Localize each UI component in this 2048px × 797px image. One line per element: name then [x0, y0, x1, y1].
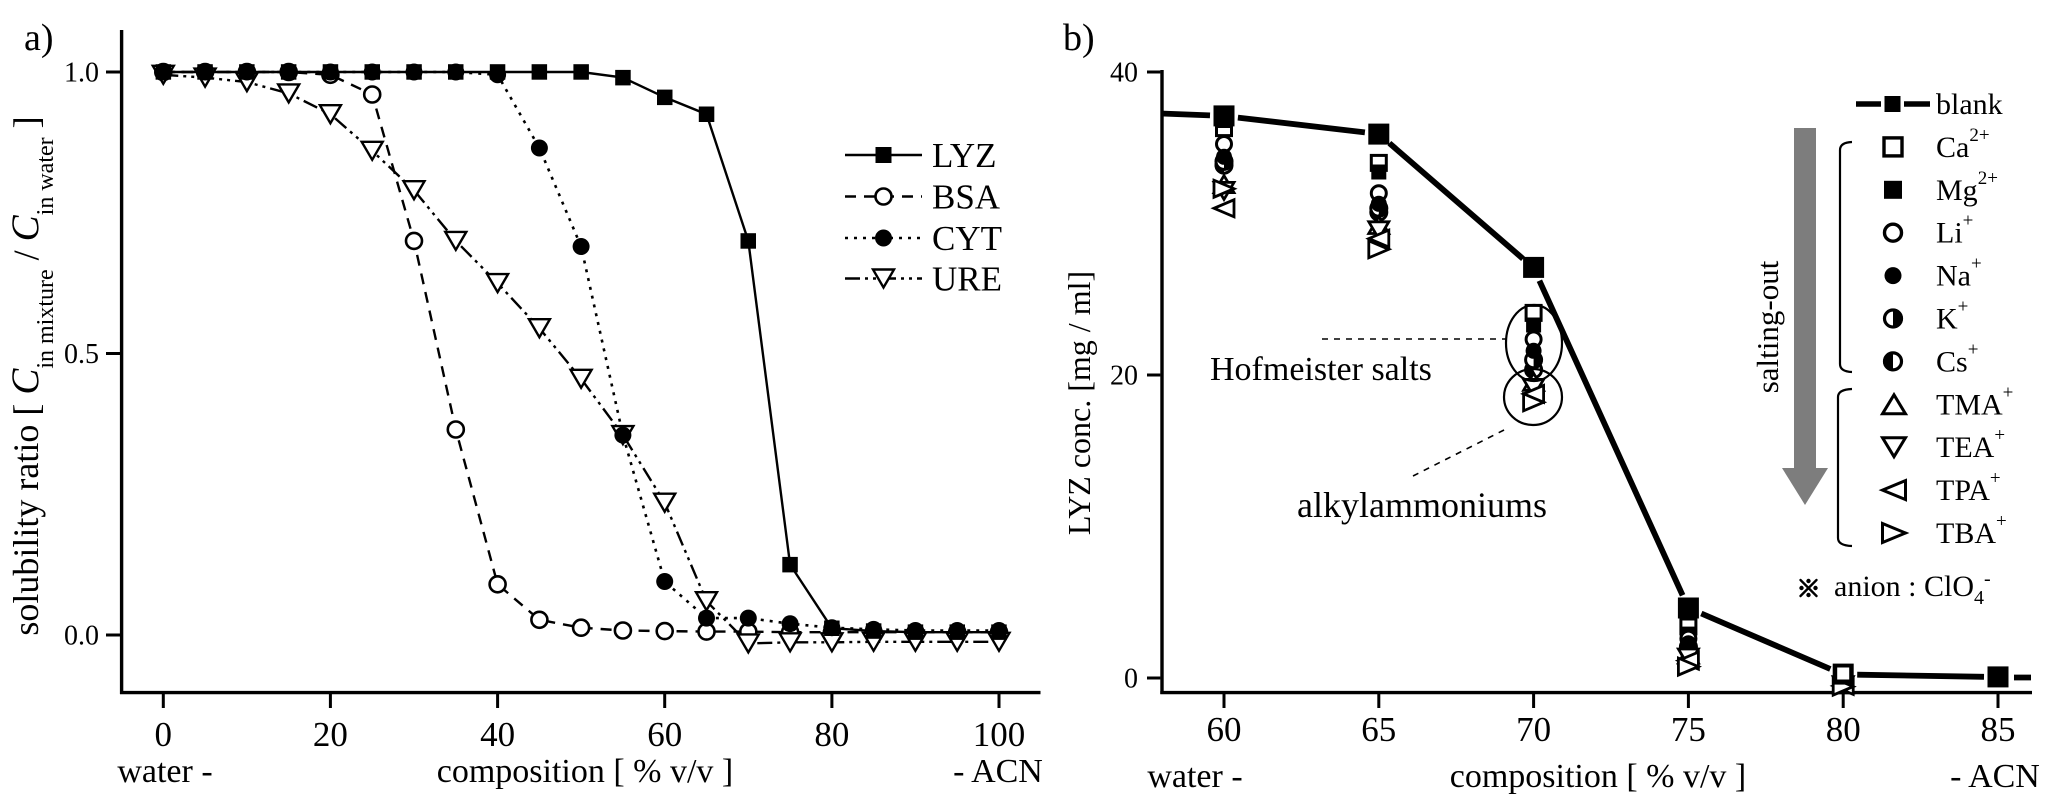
svg-text:solubility ratio [ Cin mixture: solubility ratio [ Cin mixture / Cin wat… — [4, 116, 59, 635]
svg-text:LYZ: LYZ — [932, 136, 997, 175]
svg-text:b): b) — [1063, 17, 1095, 59]
svg-text:40: 40 — [480, 715, 515, 754]
svg-text:salting-out: salting-out — [1750, 260, 1785, 393]
svg-text:anion : ClO4-: anion : ClO4- — [1834, 568, 1991, 609]
svg-text:20: 20 — [313, 715, 348, 754]
svg-text:BSA: BSA — [932, 178, 1001, 217]
svg-text:CYT: CYT — [932, 219, 1002, 258]
svg-text:TBA+: TBA+ — [1936, 511, 2007, 550]
svg-text:Hofmeister salts: Hofmeister salts — [1210, 351, 1432, 388]
svg-text:0: 0 — [155, 715, 173, 754]
svg-text:a): a) — [24, 17, 54, 59]
svg-text:alkylammoniums: alkylammoniums — [1297, 485, 1547, 525]
svg-text:- ACN: - ACN — [1950, 758, 2040, 795]
svg-text:80: 80 — [814, 715, 849, 754]
svg-text:75: 75 — [1671, 710, 1706, 749]
svg-text:40: 40 — [1110, 58, 1138, 89]
svg-text:65: 65 — [1361, 710, 1396, 749]
svg-text:- ACN: - ACN — [953, 753, 1043, 790]
svg-text:TEA+: TEA+ — [1936, 425, 2005, 464]
svg-text:100: 100 — [973, 715, 1026, 754]
svg-text:blank: blank — [1936, 88, 2003, 121]
svg-text:Mg2+: Mg2+ — [1936, 168, 1998, 207]
svg-text:TMA+: TMA+ — [1936, 382, 2013, 421]
svg-text:water -: water - — [117, 753, 212, 790]
svg-text:60: 60 — [1207, 710, 1242, 749]
svg-text:K+: K+ — [1936, 297, 1968, 336]
svg-text:URE: URE — [932, 260, 1002, 299]
svg-text:LYZ conc. [mg / ml]: LYZ conc. [mg / ml] — [1061, 271, 1097, 535]
svg-text:0.0: 0.0 — [64, 621, 99, 652]
svg-text:TPA+: TPA+ — [1936, 468, 2001, 507]
svg-text:0.5: 0.5 — [64, 339, 99, 370]
svg-text:85: 85 — [1981, 710, 2016, 749]
svg-text:composition [ % v/v ]: composition [ % v/v ] — [437, 753, 734, 790]
svg-text:80: 80 — [1826, 710, 1861, 749]
svg-text:composition [ % v/v ]: composition [ % v/v ] — [1450, 758, 1747, 795]
svg-text:20: 20 — [1110, 361, 1138, 392]
svg-text:0: 0 — [1124, 664, 1138, 695]
svg-text:water -: water - — [1147, 758, 1242, 795]
svg-text:60: 60 — [647, 715, 682, 754]
svg-text:70: 70 — [1516, 710, 1551, 749]
svg-text:1.0: 1.0 — [64, 58, 99, 89]
